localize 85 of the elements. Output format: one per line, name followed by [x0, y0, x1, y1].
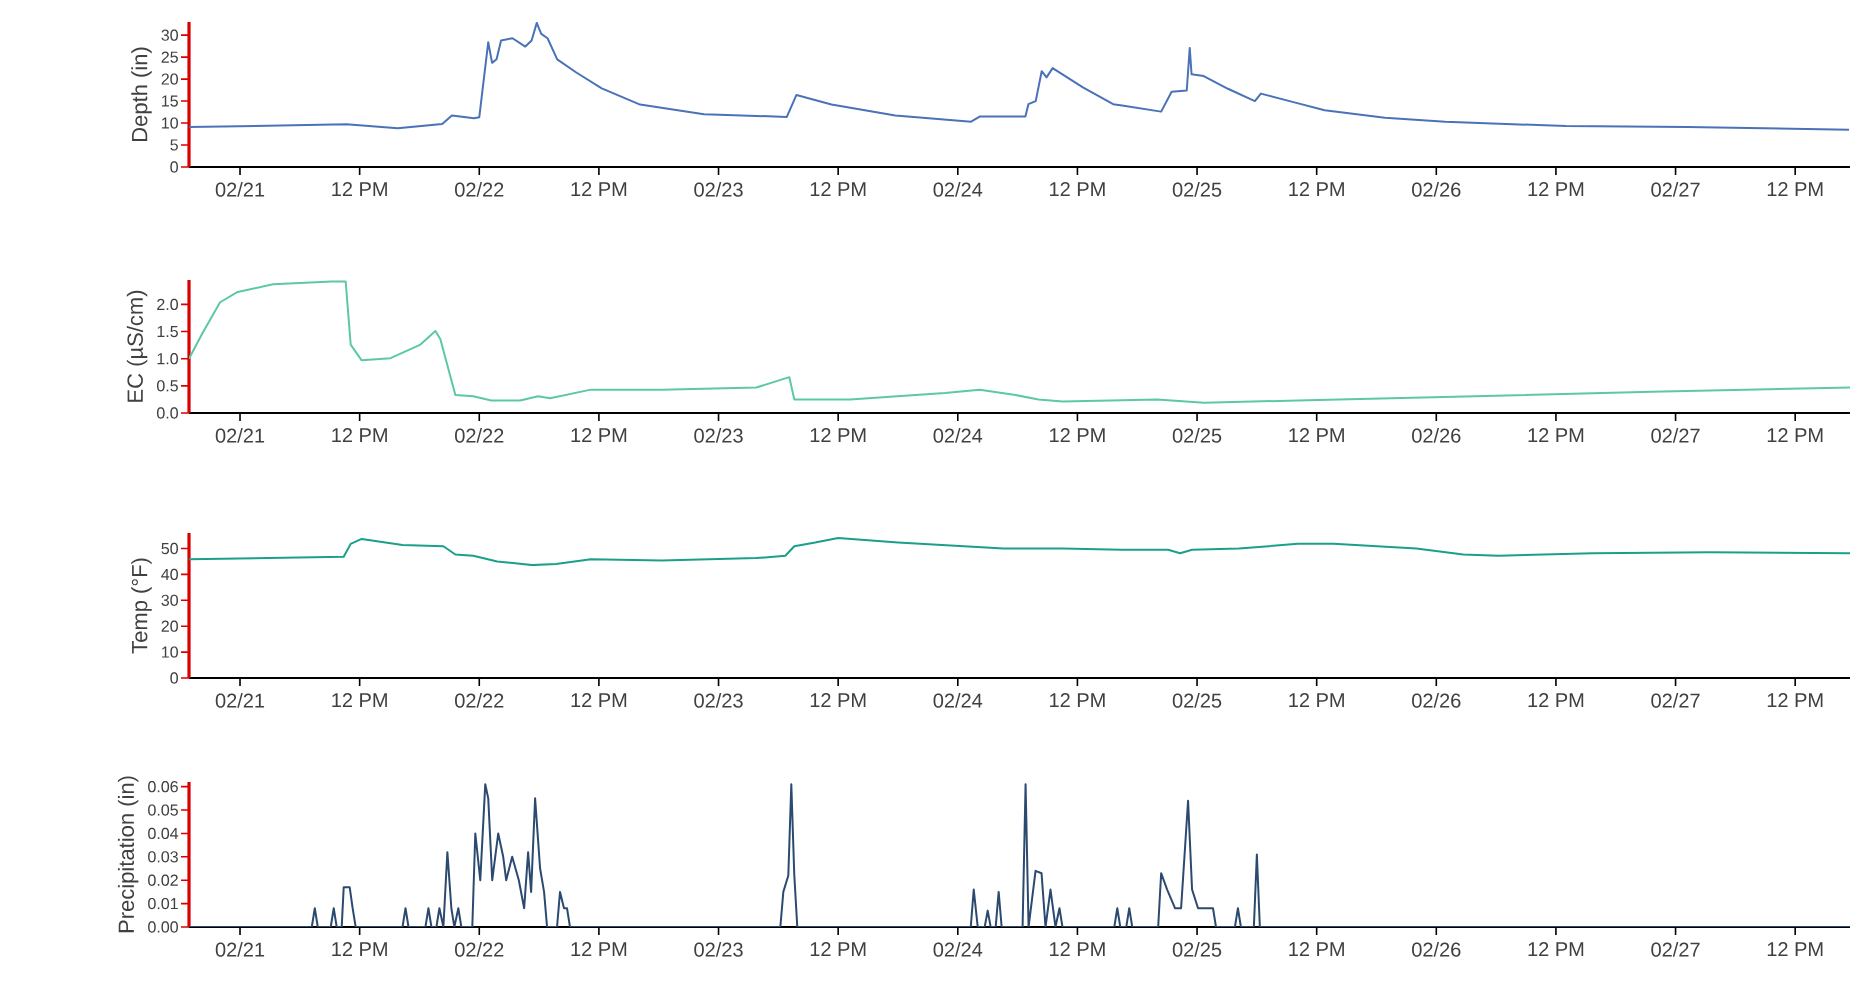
x-tick-label: 02/27	[1651, 182, 1700, 197]
y-tick-label: 20	[161, 73, 178, 85]
x-tick-label: 02/23	[694, 693, 743, 708]
x-tick-label: 02/24	[933, 693, 983, 708]
y-tick-label: 0.02	[148, 874, 178, 886]
x-tick-label: 02/26	[1412, 428, 1461, 443]
y-tick-label: 0	[170, 672, 178, 684]
x-tick-label: 12 PM	[332, 182, 387, 197]
x-tick-label: 02/22	[455, 182, 504, 197]
y-axis-title: Depth (in)	[131, 47, 152, 141]
y-tick-label: 0.01	[148, 897, 178, 910]
y-tick-label: 30	[161, 594, 178, 606]
y-tick-label: 5	[170, 139, 178, 151]
x-tick-label: 12 PM	[810, 182, 866, 197]
x-tick-label: 12 PM	[571, 428, 627, 443]
y-tick-label: 30	[161, 29, 178, 41]
y-tick-label: 10	[162, 117, 178, 129]
x-tick-label: 12 PM	[571, 693, 627, 708]
y-tick-label: 0.05	[148, 804, 178, 816]
x-tick-label: 12 PM	[1289, 693, 1344, 708]
x-tick-label: 02/25	[1172, 182, 1222, 197]
y-tick-label: 0.04	[148, 827, 179, 840]
x-tick-label: 12 PM	[332, 693, 387, 708]
x-tick-label: 02/23	[694, 942, 743, 957]
x-tick-label: 02/22	[455, 428, 504, 443]
x-tick-label: 12 PM	[1050, 942, 1105, 957]
y-tick-label: 1.0	[157, 353, 178, 365]
x-tick-label: 12 PM	[1767, 428, 1823, 443]
y-tick-label: 0.03	[148, 851, 178, 863]
y-tick-label: 0	[170, 161, 178, 173]
x-tick-label: 12 PM	[1528, 942, 1584, 957]
x-tick-label: 02/26	[1412, 942, 1461, 957]
x-tick-label: 02/24	[933, 942, 983, 957]
x-tick-label: 12 PM	[1528, 693, 1584, 708]
y-tick-label: 40	[161, 568, 178, 581]
x-tick-label: 02/26	[1412, 693, 1461, 708]
x-tick-label: 12 PM	[571, 942, 627, 957]
y-tick-label: 20	[161, 620, 178, 632]
x-tick-label: 02/24	[933, 182, 983, 197]
x-tick-label: 02/21	[215, 182, 265, 197]
x-tick-label: 12 PM	[332, 428, 387, 443]
x-tick-label: 02/21	[215, 693, 265, 708]
y-axis-title: EC (µS/cm)	[126, 290, 148, 402]
y-tick-label: 50	[161, 542, 178, 555]
x-tick-label: 02/23	[694, 428, 743, 443]
x-tick-label: 12 PM	[1767, 942, 1823, 957]
y-axis-title: Temp (°F)	[131, 558, 152, 654]
y-axis-title: Precipitation (in)	[117, 776, 139, 933]
x-tick-label: 02/22	[455, 693, 504, 708]
y-tick-label: 2.0	[157, 298, 178, 311]
x-tick-label: 02/27	[1651, 693, 1700, 708]
x-tick-label: 02/25	[1172, 693, 1222, 708]
y-tick-label: 15	[162, 95, 178, 107]
x-tick-label: 12 PM	[1767, 693, 1823, 708]
x-tick-label: 12 PM	[1289, 942, 1344, 957]
x-tick-label: 12 PM	[1767, 182, 1823, 197]
y-tick-label: 0.0	[157, 407, 178, 419]
x-tick-label: 12 PM	[810, 942, 866, 957]
y-tick-label: 25	[161, 51, 178, 63]
y-tick-label: 1.5	[157, 325, 178, 338]
x-tick-label: 02/23	[694, 182, 743, 197]
x-tick-label: 12 PM	[1050, 182, 1105, 197]
x-tick-label: 12 PM	[332, 942, 387, 957]
x-tick-label: 12 PM	[1289, 182, 1344, 197]
x-tick-label: 02/27	[1651, 942, 1700, 957]
x-tick-label: 02/27	[1651, 428, 1700, 443]
x-tick-label: 02/22	[455, 942, 504, 957]
x-tick-label: 12 PM	[1528, 428, 1584, 443]
y-tick-label: 10	[162, 646, 178, 658]
y-tick-label: 0.5	[157, 380, 178, 392]
x-tick-label: 02/25	[1172, 428, 1222, 443]
x-tick-label: 12 PM	[1528, 182, 1584, 197]
x-tick-label: 02/24	[933, 428, 983, 443]
y-tick-label: 0.06	[148, 781, 178, 793]
x-tick-label: 02/25	[1172, 942, 1222, 957]
x-tick-label: 12 PM	[1289, 428, 1344, 443]
x-tick-label: 12 PM	[1050, 693, 1105, 708]
x-tick-label: 02/21	[215, 428, 265, 443]
x-tick-label: 12 PM	[571, 182, 627, 197]
x-tick-label: 02/26	[1412, 182, 1461, 197]
x-tick-label: 12 PM	[810, 693, 866, 708]
x-tick-label: 12 PM	[1050, 428, 1105, 443]
x-tick-label: 02/21	[215, 942, 265, 957]
x-tick-label: 12 PM	[810, 428, 866, 443]
y-tick-label: 0.00	[148, 921, 178, 933]
